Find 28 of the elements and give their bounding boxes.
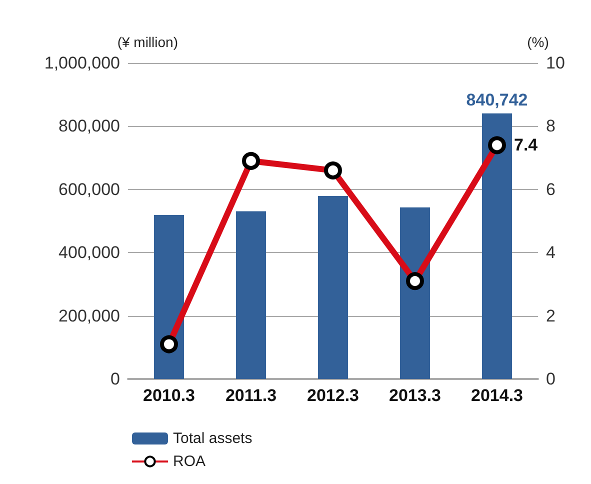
y2-axis-title: (%) [527, 34, 549, 50]
y2-tick-label: 8 [546, 116, 556, 136]
y2-tick-label: 6 [546, 180, 556, 199]
bar [236, 211, 266, 379]
y2-tick-label: 0 [546, 370, 556, 388]
x-tick-label: 2013.3 [389, 386, 441, 405]
x-tick-label: 2011.3 [225, 386, 277, 405]
y-tick-label: 800,000 [58, 116, 120, 136]
legend-label: ROA [173, 453, 206, 470]
data-label: 7.4 [514, 136, 538, 155]
y2-tick-label: 4 [546, 243, 556, 262]
y2-tick-label: 10 [546, 54, 565, 72]
legend-label: Total assets [173, 430, 252, 447]
bar [400, 207, 430, 379]
x-tick-label: 2010.3 [143, 386, 195, 405]
y-axis-title: (¥ million) [117, 34, 178, 50]
y2-tick-label: 2 [546, 306, 556, 326]
y-tick-label: 200,000 [58, 306, 120, 326]
bar [154, 214, 184, 379]
y-tick-label: 600,000 [58, 180, 120, 199]
bar [318, 196, 348, 379]
x-tick-label: 2014.3 [471, 386, 523, 405]
y-tick-label: 0 [110, 370, 120, 388]
y-tick-label: 400,000 [58, 243, 120, 262]
x-tick-label: 2012.3 [307, 386, 359, 405]
bar [482, 113, 512, 379]
y-tick-label: 1,000,000 [44, 54, 120, 72]
data-label: 840,742 [466, 90, 528, 110]
